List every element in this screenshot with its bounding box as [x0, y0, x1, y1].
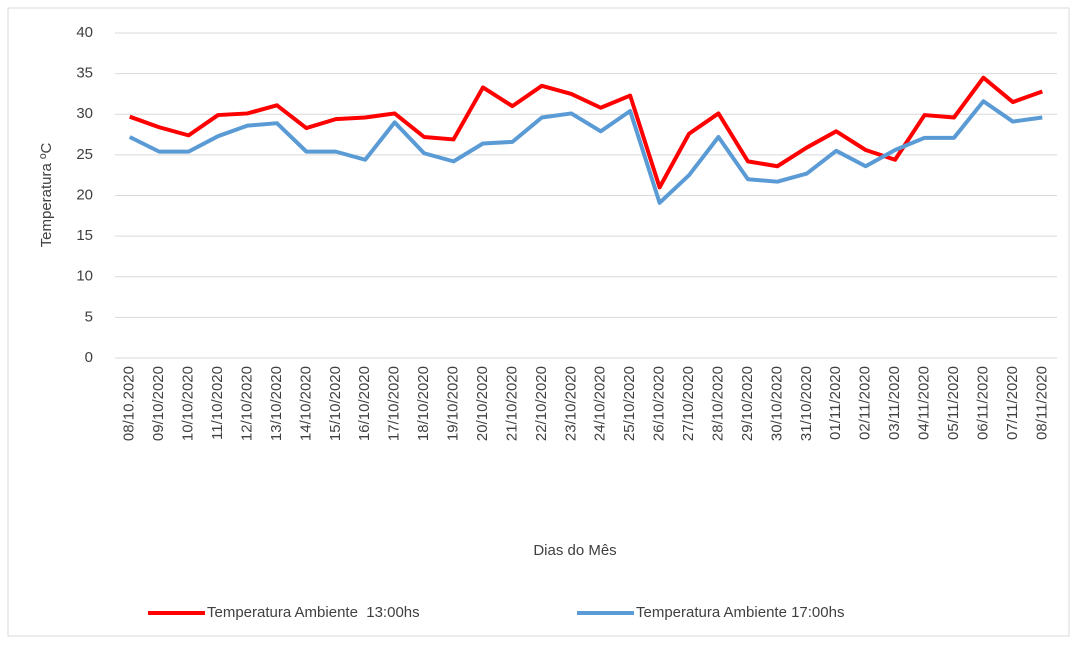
x-axis-title: Dias do Mês: [533, 542, 616, 559]
line-series: [129, 75, 1043, 190]
y-tick-label: 15: [76, 227, 93, 244]
x-tick-label: 09/10/2020: [150, 366, 167, 441]
x-tick-label: 06/11/2020: [974, 366, 991, 440]
x-tick-label: 12/10/2020: [238, 366, 255, 441]
x-tick-label: 03/11/2020: [886, 366, 903, 440]
line-series: [128, 99, 1043, 205]
x-tick-label: 20/10/2020: [474, 366, 491, 441]
x-tick-label: 05/11/2020: [945, 366, 962, 440]
x-tick-label: 22/10/2020: [533, 366, 550, 441]
legend-label: Temperatura Ambiente 17:00hs: [636, 604, 844, 621]
y-tick-label: 30: [76, 105, 93, 122]
x-tick-label: 16/10/2020: [356, 366, 373, 441]
chart-frame: [7, 7, 1070, 637]
x-tick-label: 27/10/2020: [680, 366, 697, 441]
x-tick-label: 07/11/2020: [1004, 366, 1021, 440]
legend-label: Temperatura Ambiente 13:00hs: [207, 604, 420, 621]
x-tick-label: 04/11/2020: [916, 366, 933, 440]
x-tick-label: 19/10/2020: [445, 366, 462, 441]
x-tick-label: 08/10.2020: [121, 366, 138, 441]
x-tick-label: 18/10/2020: [415, 366, 432, 441]
x-tick-label: 01/11/2020: [827, 366, 844, 440]
y-axis-title: Temperatura ºC: [38, 142, 55, 247]
x-tick-label: 02/11/2020: [857, 366, 874, 440]
x-tick-label: 31/10/2020: [798, 366, 815, 441]
x-tick-label: 21/10/2020: [503, 366, 520, 441]
x-tick-label: 24/10/2020: [592, 366, 609, 441]
y-tick-label: 20: [76, 186, 93, 203]
y-tick-label: 25: [76, 146, 93, 163]
x-tick-label: 29/10/2020: [739, 366, 756, 441]
y-tick-label: 5: [85, 308, 93, 325]
x-tick-label: 08/11/2020: [1033, 366, 1050, 440]
x-tick-label: 23/10/2020: [562, 366, 579, 441]
y-tick-label: 0: [85, 349, 93, 366]
x-tick-label: 10/10/2020: [180, 366, 197, 441]
y-tick-label: 40: [76, 24, 93, 41]
x-tick-label: 15/10/2020: [327, 366, 344, 441]
x-tick-label: 14/10/2020: [297, 366, 314, 441]
x-tick-label: 13/10/2020: [268, 366, 285, 441]
x-tick-label: 11/10/2020: [209, 366, 226, 440]
x-tick-label: 30/10/2020: [768, 366, 785, 441]
x-tick-label: 25/10/2020: [621, 366, 638, 441]
x-tick-label: 17/10/2020: [386, 366, 403, 441]
y-tick-label: 10: [76, 268, 93, 285]
y-tick-label: 35: [76, 65, 93, 82]
x-tick-label: 26/10/2020: [651, 366, 668, 441]
x-tick-label: 28/10/2020: [709, 366, 726, 441]
